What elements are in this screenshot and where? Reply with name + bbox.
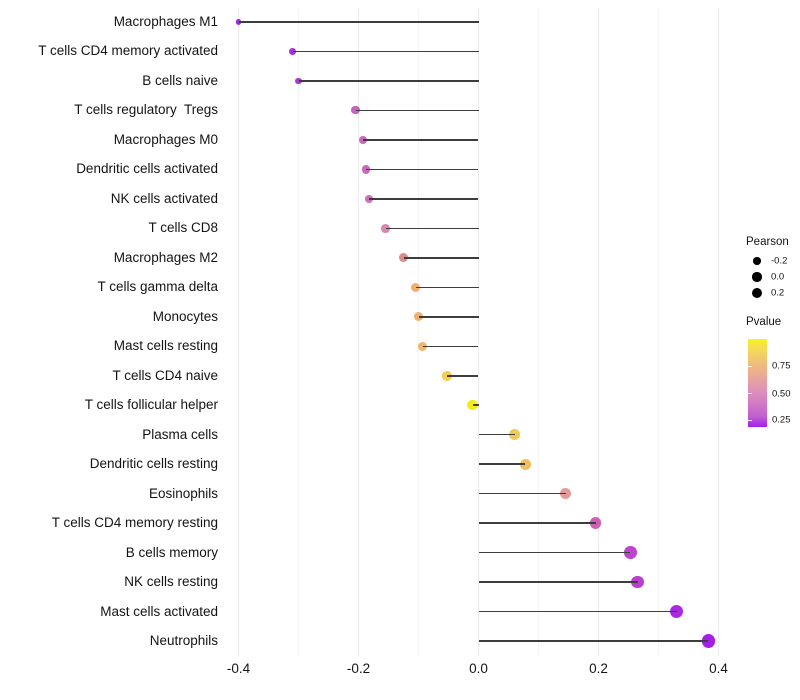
lollipop-stem [478,492,566,495]
color-legend-title: Pvalue [746,316,782,328]
pvalue-tick-mark [748,393,752,394]
pvalue-tick-label: 0.50 [772,388,791,399]
lollipop-dot [295,77,302,85]
y-axis-label: Monocytes [152,308,218,324]
x-axis-tick-label: 0.2 [589,661,608,676]
lollipop-dot [410,282,421,292]
lollipop-stem [362,139,479,141]
lollipop-stem [422,345,479,348]
lollipop-stem [298,80,479,82]
lollipop-stem [238,21,479,23]
grid-line-minor [658,8,659,656]
pvalue-tick-label: 0.25 [772,414,791,426]
grid-line-major [478,8,479,656]
y-axis-label: Dendritic cells resting [89,456,218,472]
pvalue-tick-mark [748,419,752,421]
y-axis-label: Macrophages M1 [113,14,218,29]
x-axis-tick-label: 0.0 [469,661,488,676]
x-axis-tick-label: -0.2 [346,661,371,676]
y-axis-label: Dendritic cells activated [76,161,218,177]
lollipop-stem [355,109,479,112]
lollipop-stem [478,433,515,436]
y-axis-label: Macrophages M2 [113,249,218,265]
pvalue-tick-mark [748,365,752,367]
legend-size-label: 0.2 [771,287,785,299]
legend-size-dot [753,257,761,265]
y-axis-label: B cells naive [142,72,218,88]
grid-line-major [598,8,599,656]
lollipop-stem [472,404,479,406]
lollipop-dot [467,400,478,411]
lollipop-dot [413,312,424,322]
lollipop-stem [365,168,479,171]
grid-line-minor [538,8,539,656]
lollipop-stem [418,316,479,318]
y-axis-label: Mast cells resting [113,338,218,354]
pvalue-tick-label: 0.75 [772,360,791,372]
lollipop-stem [403,257,479,259]
y-axis-label: T cells gamma delta [97,279,218,295]
y-axis-label: T cells follicular helper [84,397,218,413]
lollipop-stem [415,286,479,289]
lollipop-dot [398,253,408,263]
lollipop-dot [442,370,453,381]
lollipop-dot [235,19,242,25]
y-axis-label: Mast cells activated [100,603,218,619]
y-axis-label: Neutrophils [149,633,218,649]
legend-size-label: -0.2 [771,255,788,267]
y-axis-label: T cells regulatory Tregs [74,102,218,118]
pvalue-gradient-bar [748,339,767,427]
lollipop-stem [478,581,638,583]
lollipop-dot [381,224,390,233]
legend-size-label: 0.0 [771,271,785,283]
lollipop-stem [368,198,479,200]
size-legend-title: Pearson [746,236,789,248]
lollipop-stem [478,640,709,642]
grid-line-major [358,8,359,656]
lollipop-stem [385,227,479,230]
grid-line-major [718,8,719,656]
y-axis-label: B cells memory [125,544,218,560]
legend-size-dot [752,272,762,282]
y-axis-label: T cells CD4 naive [112,367,218,383]
y-axis-label: T cells CD4 memory resting [51,515,218,531]
grid-line-minor [298,8,299,656]
lollipop-dot [289,48,296,55]
y-axis-label: T cells CD8 [148,220,218,236]
x-axis-tick-label: -0.4 [226,661,251,676]
x-axis-tick-label: 0.4 [709,661,728,676]
legend-size-dot [751,287,763,299]
y-axis-label: NK cells resting [124,574,218,590]
lollipop-stem [292,50,479,53]
y-axis-label: Macrophages M0 [113,131,218,147]
y-axis-label: NK cells activated [110,190,218,206]
grid-line-minor [418,8,419,656]
lollipop-stem [478,610,677,613]
grid-line-major [238,8,239,656]
lollipop-stem [447,375,479,377]
y-axis-label: T cells CD4 memory activated [38,43,218,59]
lollipop-stem [478,463,526,465]
lollipop-stem [478,551,631,554]
lollipop-dot [351,106,360,115]
y-axis-label: Plasma cells [142,426,218,442]
lollipop-stem [478,522,596,524]
y-axis-label: Eosinophils [148,485,218,501]
